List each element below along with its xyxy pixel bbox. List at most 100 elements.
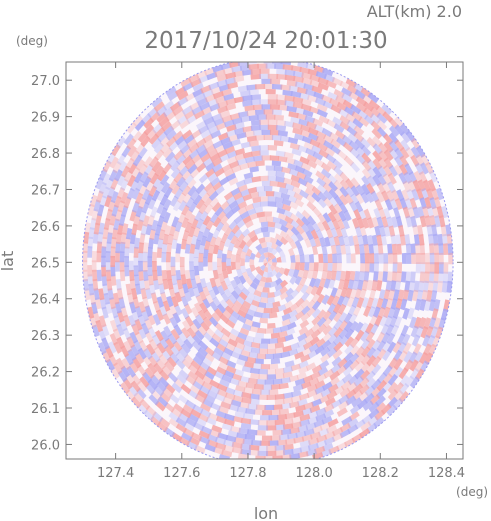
radar-cell	[163, 125, 175, 137]
radar-cell	[127, 348, 137, 361]
radar-cell	[294, 276, 302, 286]
radar-cell	[267, 196, 277, 202]
radar-cell	[211, 113, 223, 122]
radar-cell	[233, 96, 245, 104]
radar-cell	[410, 325, 419, 338]
radar-cell	[129, 242, 135, 254]
radar-cell	[270, 264, 276, 272]
radar-cell	[151, 189, 161, 202]
radar-cell	[322, 182, 333, 193]
radar-cell	[257, 190, 267, 197]
radar-cell	[131, 223, 138, 236]
radar-cell	[409, 316, 417, 329]
radar-cell	[112, 292, 120, 305]
radar-cell	[92, 278, 99, 291]
radar-cell	[189, 270, 196, 281]
radar-cell	[109, 333, 119, 346]
radar-cell	[306, 307, 316, 317]
radar-cell	[259, 124, 270, 131]
radar-cell	[282, 203, 292, 212]
radar-cell	[291, 390, 302, 398]
radar-cell	[237, 62, 249, 67]
radar-cell	[257, 63, 268, 69]
radar-cell	[255, 109, 265, 116]
radar-cell	[281, 313, 291, 322]
radar-cell	[341, 295, 350, 307]
radar-cell	[93, 199, 101, 212]
radar-cell	[267, 73, 279, 80]
radar-cell	[304, 262, 310, 271]
radar-cell	[221, 423, 233, 431]
radar-cell	[356, 297, 365, 309]
radar-cell	[282, 397, 294, 405]
radar-cell	[331, 399, 342, 409]
radar-cell	[221, 88, 232, 97]
radar-cell	[170, 265, 176, 277]
radar-cell	[214, 144, 226, 154]
radar-cell	[87, 274, 94, 287]
radar-cell	[181, 204, 190, 216]
radar-cell	[176, 154, 187, 165]
radar-cell	[200, 408, 212, 418]
radar-cell	[258, 248, 265, 256]
radar-cell	[404, 197, 413, 210]
radar-cell	[192, 286, 201, 298]
radar-cell	[246, 109, 257, 117]
radar-cell	[223, 168, 234, 177]
radar-cell	[178, 412, 190, 423]
radar-cell	[121, 357, 131, 371]
radar-cell	[210, 86, 222, 95]
radar-cell	[248, 304, 258, 312]
radar-cell	[105, 301, 113, 314]
radar-cell	[307, 410, 319, 420]
radar-cell	[175, 351, 186, 363]
radar-cell	[213, 370, 225, 380]
radar-cell	[284, 183, 295, 191]
radar-cell	[234, 153, 245, 161]
radar-cell	[327, 383, 339, 394]
radar-cell	[303, 341, 313, 351]
radar-cell	[358, 209, 367, 221]
radar-cell	[328, 204, 338, 215]
radar-cell	[195, 144, 207, 154]
radar-cell	[120, 305, 128, 318]
radar-cell	[307, 442, 319, 451]
radar-cell	[318, 278, 326, 289]
radar-cell	[311, 292, 320, 304]
radar-cell	[97, 204, 105, 217]
radar-cell	[219, 313, 230, 324]
radar-cell	[254, 383, 264, 390]
radar-cell	[260, 226, 269, 233]
radar-cell	[235, 385, 246, 393]
radar-cell	[244, 130, 255, 138]
radar-cell	[278, 330, 288, 338]
radar-cell	[316, 103, 328, 113]
radar-cell	[310, 323, 321, 333]
radar-cell	[355, 346, 365, 358]
radar-cell	[145, 288, 152, 300]
radar-cell	[323, 436, 336, 446]
radar-cell	[404, 234, 411, 246]
radar-cell	[352, 305, 362, 317]
radar-cell	[315, 413, 327, 422]
radar-cell	[198, 124, 210, 135]
radar-cell	[349, 359, 360, 371]
radar-cell	[123, 314, 131, 327]
radar-cell	[232, 415, 243, 423]
radar-cell	[350, 161, 361, 173]
radar-cell	[438, 317, 446, 330]
radar-cell	[306, 389, 318, 398]
radar-cell	[307, 68, 319, 77]
radar-cell	[246, 356, 256, 364]
radar-cell	[340, 270, 347, 282]
radar-cell	[98, 222, 105, 235]
radar-cell	[294, 351, 305, 360]
radar-cell	[165, 308, 174, 321]
radar-cell	[249, 264, 256, 272]
radar-cell	[182, 148, 193, 159]
radar-cell	[363, 305, 372, 318]
radar-cell	[195, 351, 206, 362]
radar-cell	[191, 129, 202, 140]
radar-cell	[148, 156, 159, 168]
radar-cell	[387, 389, 399, 401]
